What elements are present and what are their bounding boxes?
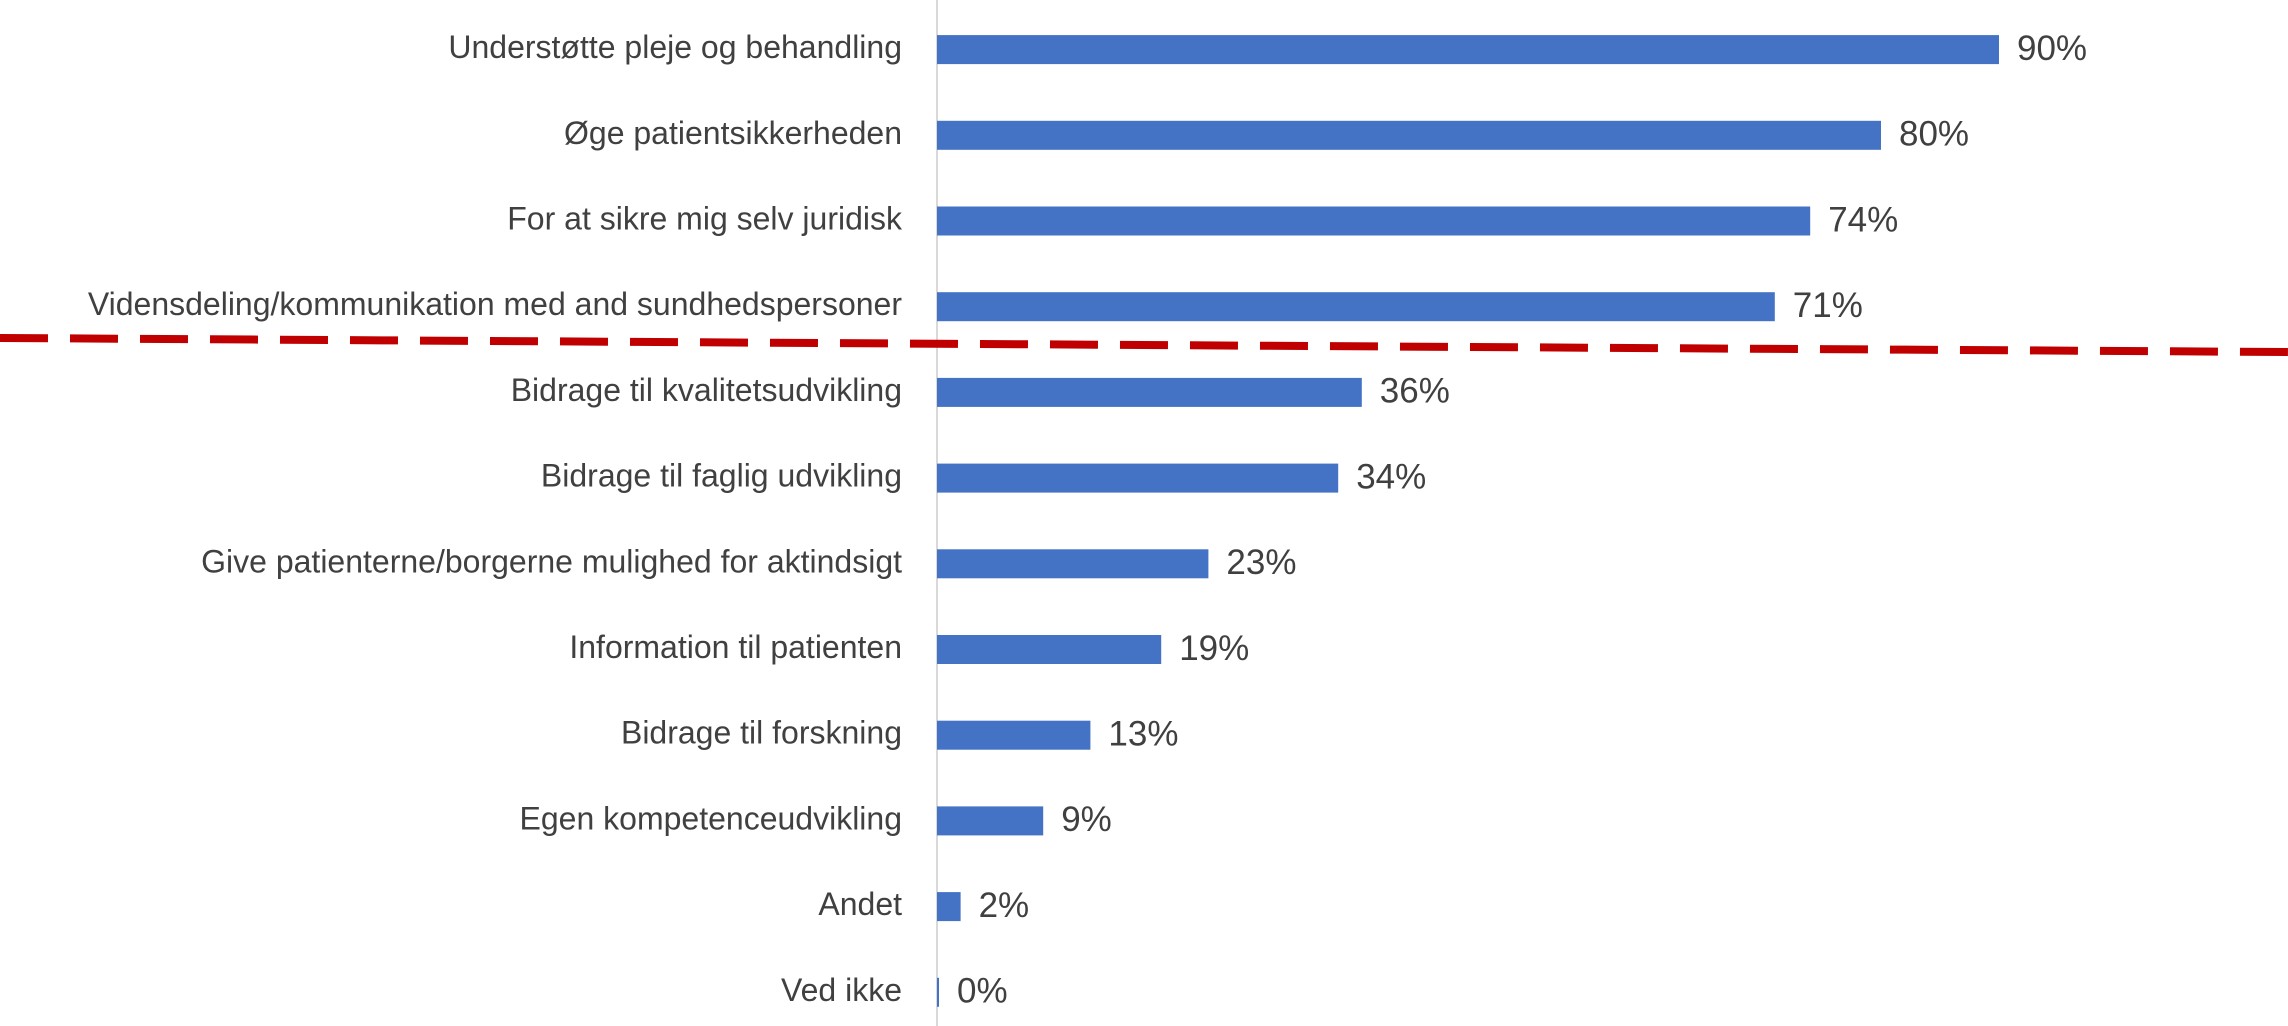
value-label: 2% [979, 886, 1030, 925]
category-label: Vidensdeling/kommunikation med and sundh… [88, 286, 903, 322]
bar [937, 292, 1775, 322]
category-label: Bidrage til kvalitetsudvikling [511, 372, 902, 408]
category-label: Bidrage til forskning [621, 715, 902, 751]
value-label: 80% [1899, 115, 1969, 154]
threshold-line [0, 334, 2288, 356]
bar [937, 120, 1881, 150]
category-label: For at sikre mig selv juridisk [507, 200, 903, 236]
bar [937, 206, 1811, 236]
category-label: Information til patienten [569, 629, 902, 665]
bar [937, 463, 1339, 493]
value-label: 71% [1793, 286, 1863, 325]
category-label: Ved ikke [781, 972, 902, 1008]
value-label: 90% [2017, 29, 2087, 68]
category-label: Egen kompetenceudvikling [520, 800, 902, 836]
bar [937, 35, 1999, 65]
category-label: Øge patientsikkerheden [564, 115, 902, 151]
bar [937, 720, 1091, 750]
value-label: 23% [1226, 543, 1296, 582]
category-label: Understøtte pleje og behandling [448, 29, 902, 65]
value-label: 36% [1380, 372, 1450, 411]
bar [937, 549, 1209, 579]
category-label: Give patienterne/borgerne mulighed for a… [201, 543, 902, 579]
bar [937, 977, 939, 1007]
value-label: 0% [957, 972, 1008, 1011]
bar [937, 635, 1162, 664]
value-label: 34% [1356, 457, 1426, 496]
bar [937, 377, 1362, 407]
value-label: 19% [1179, 629, 1249, 668]
value-label: 13% [1108, 714, 1178, 753]
value-label: 9% [1061, 800, 1112, 839]
value-label: 74% [1828, 200, 1898, 239]
category-label: Andet [818, 886, 902, 922]
category-label: Bidrage til faglig udvikling [541, 458, 902, 494]
bar [937, 892, 961, 922]
bar [937, 806, 1044, 836]
